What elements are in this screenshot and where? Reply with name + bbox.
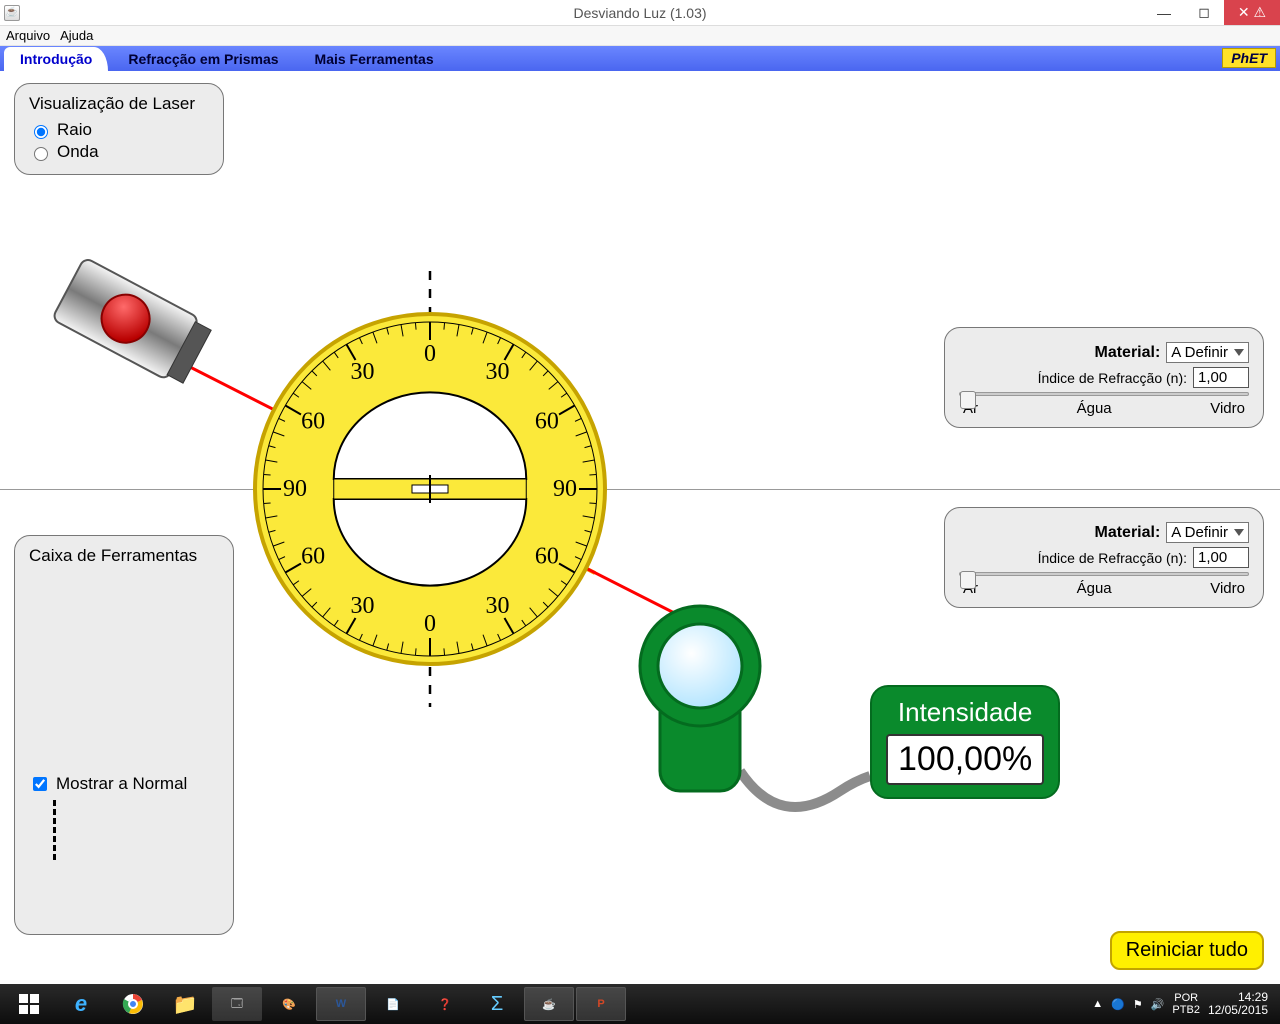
label-agua: Água xyxy=(1077,400,1112,417)
radio-wave-input[interactable] xyxy=(34,147,48,161)
mat-top-material-label: Material: xyxy=(1095,344,1161,362)
svg-text:60: 60 xyxy=(535,544,559,570)
radio-ray-label: Raio xyxy=(57,120,92,140)
mat-top-index-label: Índice de Refracção (n): xyxy=(1038,370,1187,386)
svg-text:30: 30 xyxy=(351,593,375,619)
laser-view-panel: Visualização de Laser Raio Onda xyxy=(14,83,224,175)
svg-text:60: 60 xyxy=(535,409,559,435)
close-button[interactable]: ✕ ⚠ xyxy=(1224,0,1280,25)
start-button[interactable] xyxy=(4,987,54,1021)
mat-top-material-select[interactable]: A Definir xyxy=(1166,342,1249,363)
laser-pointer[interactable] xyxy=(52,257,214,387)
show-normal-label: Mostrar a Normal xyxy=(56,774,187,794)
tray-icon[interactable]: ▲ xyxy=(1092,998,1103,1010)
toolbox-panel: Caixa de Ferramentas Mostrar a Normal xyxy=(14,535,234,935)
intensity-label: Intensidade xyxy=(886,697,1044,728)
radio-ray-input[interactable] xyxy=(34,125,48,139)
tray-icon[interactable]: ⚑ xyxy=(1133,998,1143,1011)
tab-prismas[interactable]: Refracção em Prismas xyxy=(112,47,294,71)
taskbar-app2-icon[interactable]: 📄 xyxy=(368,987,418,1021)
taskbar-paint-icon[interactable]: 🎨 xyxy=(264,987,314,1021)
mat-top-index-input[interactable] xyxy=(1193,367,1249,388)
material-bottom-panel: Material: A Definir Índice de Refracção … xyxy=(944,507,1264,608)
normal-line-sample[interactable] xyxy=(53,800,56,860)
chevron-down-icon xyxy=(1234,349,1244,356)
system-tray: ▲ 🔵 ⚑ 🔊 POR PTB2 14:29 12/05/2015 xyxy=(1092,991,1276,1017)
mat-bot-slider[interactable] xyxy=(959,572,1249,576)
svg-text:30: 30 xyxy=(486,593,510,619)
window-titlebar: ☕ Desviando Luz (1.03) — ◻ ✕ ⚠ xyxy=(0,0,1280,26)
window-title: Desviando Luz (1.03) xyxy=(573,5,706,21)
menubar: Arquivo Ajuda xyxy=(0,26,1280,46)
laser-view-title: Visualização de Laser xyxy=(29,94,209,114)
tab-introducao[interactable]: Introdução xyxy=(4,47,108,71)
tray-lang[interactable]: POR PTB2 xyxy=(1172,992,1200,1016)
mat-bot-index-input[interactable] xyxy=(1193,547,1249,568)
reset-all-button[interactable]: Reiniciar tudo xyxy=(1110,931,1264,970)
tabbar: Introdução Refracção em Prismas Mais Fer… xyxy=(0,46,1280,71)
taskbar-chrome-icon[interactable] xyxy=(108,987,158,1021)
mat-top-slider-labels: Ar Água Vidro xyxy=(959,400,1249,417)
show-normal-check[interactable]: Mostrar a Normal xyxy=(29,774,219,794)
protractor[interactable]: 0 30 60 90 60 30 0 30 60 90 60 30 xyxy=(255,314,605,664)
phet-logo: PhET xyxy=(1222,48,1276,68)
maximize-button[interactable]: ◻ xyxy=(1184,0,1224,25)
tray-clock[interactable]: 14:29 12/05/2015 xyxy=(1208,991,1268,1017)
svg-text:0: 0 xyxy=(424,611,436,637)
radio-wave-label: Onda xyxy=(57,142,99,162)
minimize-button[interactable]: — xyxy=(1144,0,1184,25)
taskbar-explorer-icon[interactable]: 📁 xyxy=(160,987,210,1021)
light-sensor[interactable] xyxy=(640,606,760,791)
radio-wave[interactable]: Onda xyxy=(29,142,209,162)
label-vidro: Vidro xyxy=(1210,580,1245,597)
taskbar: e 📁 🗔 🎨 W 📄 ❓ Σ ☕ P ▲ 🔵 ⚑ 🔊 POR PTB2 14:… xyxy=(0,984,1280,1024)
sensor-lens xyxy=(658,624,742,708)
intensity-value: 100,00% xyxy=(886,734,1044,785)
taskbar-sigma-icon[interactable]: Σ xyxy=(472,987,522,1021)
material-top-panel: Material: A Definir Índice de Refracção … xyxy=(944,327,1264,428)
svg-text:90: 90 xyxy=(553,476,577,502)
menu-help[interactable]: Ajuda xyxy=(60,28,93,43)
mat-bot-material-label: Material: xyxy=(1095,524,1161,542)
svg-text:30: 30 xyxy=(486,359,510,385)
taskbar-app-icon[interactable]: 🗔 xyxy=(212,987,262,1021)
mat-top-slider[interactable] xyxy=(959,392,1249,396)
taskbar-ppt-icon[interactable]: P xyxy=(576,987,626,1021)
taskbar-ie-icon[interactable]: e xyxy=(56,987,106,1021)
mat-bot-material-value: A Definir xyxy=(1171,524,1228,541)
tray-icon[interactable]: 🔊 xyxy=(1151,998,1165,1011)
sensor-cable xyxy=(740,771,870,807)
java-icon: ☕ xyxy=(4,5,20,21)
svg-text:30: 30 xyxy=(351,359,375,385)
svg-text:0: 0 xyxy=(424,341,436,367)
menu-file[interactable]: Arquivo xyxy=(6,28,50,43)
toolbox-title: Caixa de Ferramentas xyxy=(29,546,219,566)
simulation-canvas: 0 30 60 90 60 30 0 30 60 90 60 30 Visualização de L… xyxy=(0,71,1280,984)
mat-bot-material-select[interactable]: A Definir xyxy=(1166,522,1249,543)
chevron-down-icon xyxy=(1234,529,1244,536)
taskbar-word-icon[interactable]: W xyxy=(316,987,366,1021)
intensity-readout[interactable]: Intensidade 100,00% xyxy=(870,685,1060,799)
show-normal-input[interactable] xyxy=(33,777,47,791)
tray-icon[interactable]: 🔵 xyxy=(1111,998,1125,1011)
radio-ray[interactable]: Raio xyxy=(29,120,209,140)
mat-bot-index-label: Índice de Refracção (n): xyxy=(1038,550,1187,566)
label-agua: Água xyxy=(1077,580,1112,597)
taskbar-app3-icon[interactable]: ❓ xyxy=(420,987,470,1021)
label-vidro: Vidro xyxy=(1210,400,1245,417)
svg-text:60: 60 xyxy=(301,409,325,435)
svg-text:60: 60 xyxy=(301,544,325,570)
mat-top-material-value: A Definir xyxy=(1171,344,1228,361)
mat-bot-slider-labels: Ar Água Vidro xyxy=(959,580,1249,597)
tab-ferramentas[interactable]: Mais Ferramentas xyxy=(299,47,450,71)
svg-text:90: 90 xyxy=(283,476,307,502)
taskbar-java-icon[interactable]: ☕ xyxy=(524,987,574,1021)
